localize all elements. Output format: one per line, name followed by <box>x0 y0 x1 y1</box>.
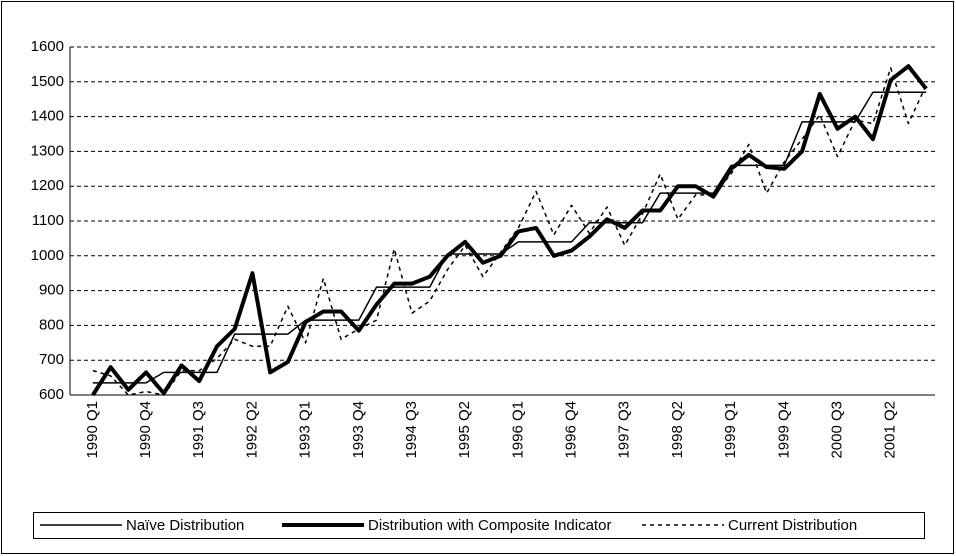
y-tick-label: 900 <box>39 282 64 299</box>
y-tick-label: 1200 <box>31 177 64 194</box>
x-tick-label: 1990 Q1 <box>84 401 101 459</box>
y-tick-label: 600 <box>39 386 64 403</box>
x-tick-label: 1996 Q4 <box>563 401 580 459</box>
y-tick-label: 1000 <box>31 247 64 264</box>
x-tick-label: 1999 Q4 <box>775 401 792 459</box>
x-tick-label: 1998 Q2 <box>669 401 686 459</box>
y-tick-label: 1300 <box>31 142 64 159</box>
x-tick-label: 1999 Q1 <box>722 401 739 459</box>
series-line <box>91 64 928 397</box>
x-tick-label: 2001 Q2 <box>882 401 899 459</box>
y-tick-label: 1400 <box>31 108 64 125</box>
x-tick-label: 1993 Q4 <box>350 401 367 459</box>
x-tick-label: 1991 Q3 <box>190 401 207 459</box>
series-line <box>92 67 927 396</box>
legend-label: Naïve Distribution <box>126 517 244 534</box>
series-line <box>92 91 927 384</box>
y-tick-label: 800 <box>39 316 64 333</box>
y-tick-label: 1100 <box>32 212 64 229</box>
x-tick-label: 1995 Q2 <box>456 401 473 459</box>
x-tick-label: 1992 Q2 <box>243 401 260 459</box>
x-tick-label: 1994 Q3 <box>403 401 420 459</box>
x-tick-label: 1997 Q3 <box>616 401 633 459</box>
legend-label: Current Distribution <box>728 517 857 534</box>
legend-label: Distribution with Composite Indicator <box>368 517 611 534</box>
y-tick-label: 1600 <box>31 38 64 55</box>
x-tick-label: 1990 Q4 <box>137 401 154 459</box>
y-tick-label: 1500 <box>31 73 64 90</box>
legend-box <box>33 512 925 539</box>
x-tick-label: 1996 Q1 <box>509 401 526 459</box>
x-tick-label: 1993 Q1 <box>297 401 314 459</box>
x-tick-label: 2000 Q3 <box>828 401 845 459</box>
y-tick-label: 700 <box>39 351 64 368</box>
